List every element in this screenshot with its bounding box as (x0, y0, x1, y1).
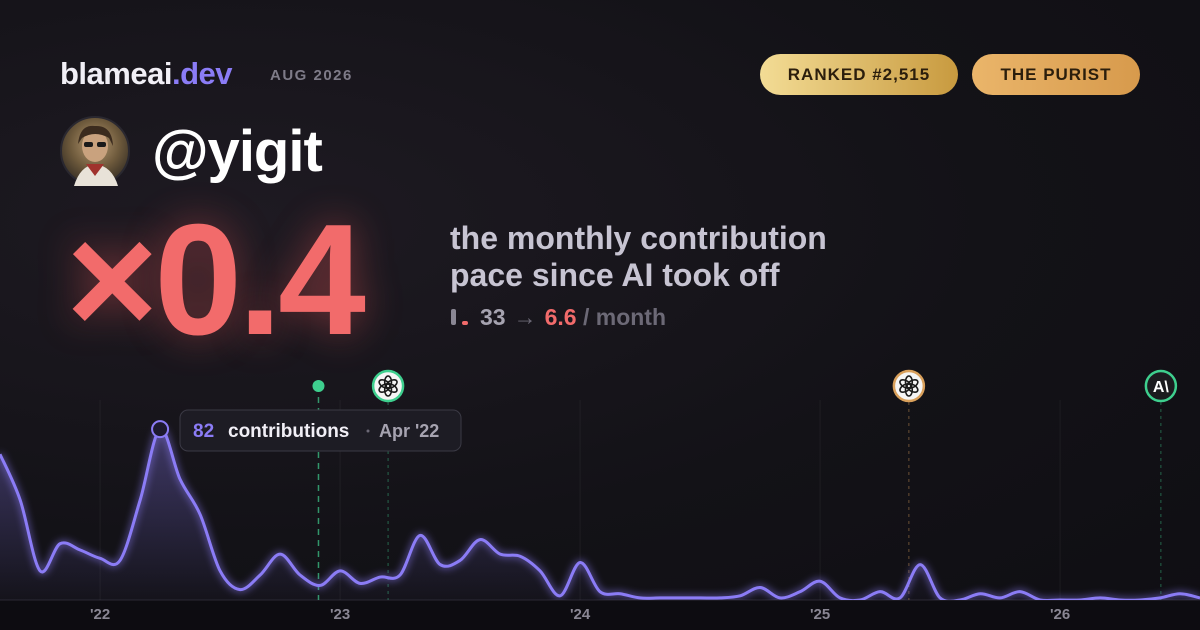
line (0, 427, 1200, 600)
event: A\ (1144, 369, 1178, 600)
brand-tld: .dev (171, 56, 233, 91)
tooltip-date: Apr '22 (379, 421, 439, 441)
x-tick-label: '25 (810, 606, 830, 623)
tooltip-unit: contributions (228, 421, 349, 442)
pace-unit: / month (582, 304, 667, 330)
pace: 33 → 6.6 / month (450, 304, 666, 331)
x-tick-label: '22 (90, 606, 110, 623)
event (371, 369, 405, 600)
event-icon (892, 369, 926, 403)
pace-icon (451, 309, 468, 325)
event-dot (312, 380, 325, 392)
x-tick-label: '26 (1050, 606, 1070, 623)
tooltip-value: 82 (193, 421, 214, 442)
rank-pill: RANKED #2,515 (760, 54, 958, 95)
highlight-point (151, 420, 170, 439)
date: AUG 2026 (270, 67, 353, 84)
axis-strip (0, 600, 1200, 630)
event-icon (1144, 369, 1178, 403)
tooltip-sep (366, 429, 370, 433)
badge-pill: THE PURIST (972, 54, 1140, 95)
x-tick-label: '24 (570, 606, 591, 623)
brand: blameai.dev (60, 56, 232, 92)
tooltip-box (179, 409, 462, 452)
event-icon (371, 369, 405, 403)
x-tick-label: '23 (330, 606, 350, 623)
caption: the monthly contribution (450, 220, 827, 256)
multiplier: ×0.4 (66, 192, 366, 368)
plot (0, 427, 1200, 600)
event-label: A\ (1153, 379, 1170, 396)
avatar (60, 116, 130, 186)
pace-after: 6.6 (544, 304, 577, 330)
pace-before: 33 (480, 304, 506, 330)
openai-petal (378, 378, 391, 390)
pace-arrow: → (513, 304, 537, 330)
area (0, 429, 1200, 600)
caption: pace since AI took off (450, 257, 780, 293)
openai-petal (899, 378, 912, 390)
tooltip: 82 contributions Apr '22 (179, 409, 462, 452)
brand-name: blameai (60, 56, 172, 91)
event (892, 369, 926, 600)
handle: @yigit (152, 119, 323, 184)
